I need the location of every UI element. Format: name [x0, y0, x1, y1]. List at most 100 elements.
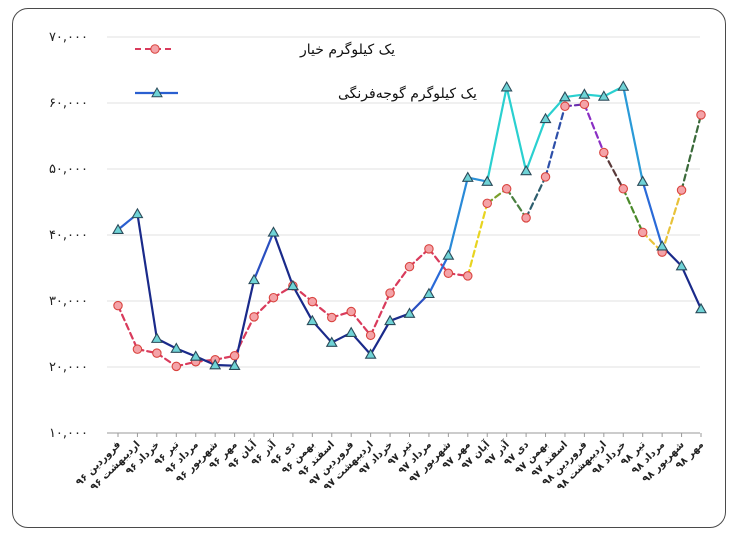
series-0-segment [466, 202, 489, 278]
y-tick-label: ۵۰,۰۰۰ [49, 162, 88, 177]
series-0-segment [622, 187, 644, 234]
legend-marker-tomato [151, 86, 163, 98]
series-1-point [422, 287, 435, 299]
legend: یک کیلوگرم خیار یک کیلوگرم گوجه‌فرنگی [135, 41, 477, 102]
series-0-point [171, 361, 182, 372]
series-1-segment [272, 231, 294, 287]
series-0-point [346, 306, 356, 317]
series-1-point [578, 88, 591, 99]
series-0-point [599, 147, 609, 158]
y-tick-label: ۴۰,۰۰۰ [49, 228, 88, 243]
series-0-point [404, 261, 415, 272]
series-0-segment [680, 113, 703, 192]
series-0-point [307, 296, 318, 307]
series-1-point [345, 326, 358, 337]
series-1-segment [524, 117, 547, 173]
series-0-segment [602, 151, 625, 190]
series-1-point [112, 223, 124, 235]
series-0-segment [661, 189, 683, 254]
y-tick-label: ۶۰,۰۰۰ [49, 96, 88, 111]
series-1-point [131, 207, 144, 219]
series-0-point [113, 300, 123, 311]
series-1-point [617, 80, 630, 91]
series-0-point [443, 268, 454, 279]
series-1-point [461, 171, 474, 182]
series-0-point [637, 227, 648, 238]
series-1-point [384, 314, 397, 326]
legend-marker-cucumber [150, 44, 160, 54]
series-1-point [656, 240, 669, 251]
series-0-point [521, 213, 531, 223]
series-1-segment [622, 85, 644, 183]
series-1-point [228, 359, 241, 370]
series-0-segment [350, 310, 372, 337]
series-0-point [229, 351, 240, 361]
series-0-point [501, 184, 512, 194]
series-1-point [364, 348, 377, 359]
series-1-point [267, 226, 280, 237]
series-1-segment [641, 180, 664, 248]
series-0-point [540, 172, 551, 182]
series-0-segment [233, 315, 256, 357]
series-1-segment [427, 254, 450, 295]
y-tick-label: ۷۰,۰۰۰ [49, 30, 88, 45]
series-0-segment [544, 105, 567, 179]
series-0-point [249, 312, 259, 322]
series-0-point [327, 312, 337, 323]
series-0-point [152, 348, 162, 358]
series-0-segment [427, 247, 450, 275]
series-1-segment [136, 212, 158, 340]
series-1-point [636, 175, 649, 186]
series-1-point [209, 358, 222, 370]
series-1-point [481, 175, 494, 186]
series-0-point [463, 271, 473, 281]
series-0-point [385, 288, 395, 298]
series-0-point [579, 99, 590, 110]
series-1-point [675, 259, 688, 271]
series-1-point [325, 336, 338, 347]
legend-label-tomato: یک کیلوگرم گوجه‌فرنگی [338, 85, 477, 102]
series-0-point [132, 344, 143, 354]
legend-label-cucumber: یک کیلوگرم خیار [299, 41, 395, 58]
series-0-point [482, 198, 492, 209]
series-1-point [170, 342, 183, 353]
series-1-point [695, 302, 707, 314]
series-1-point [150, 332, 163, 343]
series-1-point [539, 112, 552, 124]
series-0-point [618, 184, 629, 194]
series-0-point [424, 244, 434, 254]
series-0-point [268, 292, 279, 303]
series-1-segment [505, 86, 528, 173]
series-1-segment [680, 264, 703, 311]
y-axis: ۱۰,۰۰۰ ۲۰,۰۰۰ ۳۰,۰۰۰ ۴۰,۰۰۰ ۵۰,۰۰۰ ۶۰,۰۰۰ ۷۰,۰… [49, 30, 88, 441]
y-tick-label: ۳۰,۰۰۰ [49, 294, 88, 309]
series-1-point [520, 164, 533, 176]
series-1-segment [233, 278, 256, 367]
series-layer [112, 80, 707, 372]
series-1-point [306, 314, 319, 326]
series-1-point [403, 307, 416, 318]
series-0-point [560, 101, 570, 112]
series-0-point [696, 110, 706, 120]
series-0-segment [583, 103, 605, 154]
y-tick-label: ۱۰,۰۰۰ [49, 426, 88, 441]
y-tick-label: ۲۰,۰۰۰ [49, 360, 88, 375]
series-1-point [286, 279, 299, 291]
series-1-point [442, 249, 455, 260]
series-0-segment [524, 175, 547, 219]
series-0-segment [369, 291, 392, 337]
series-0-point [365, 330, 376, 341]
series-1-segment [486, 86, 508, 183]
series-0-segment [388, 265, 411, 295]
series-1-point [189, 350, 202, 361]
series-1-segment [369, 319, 392, 356]
series-1-point [597, 90, 610, 101]
series-0-segment [116, 304, 139, 351]
series-0-segment [505, 187, 528, 219]
series-1-segment [252, 231, 275, 281]
series-1-point [559, 90, 571, 102]
series-1-point [248, 273, 260, 285]
series-1-segment [447, 176, 469, 257]
